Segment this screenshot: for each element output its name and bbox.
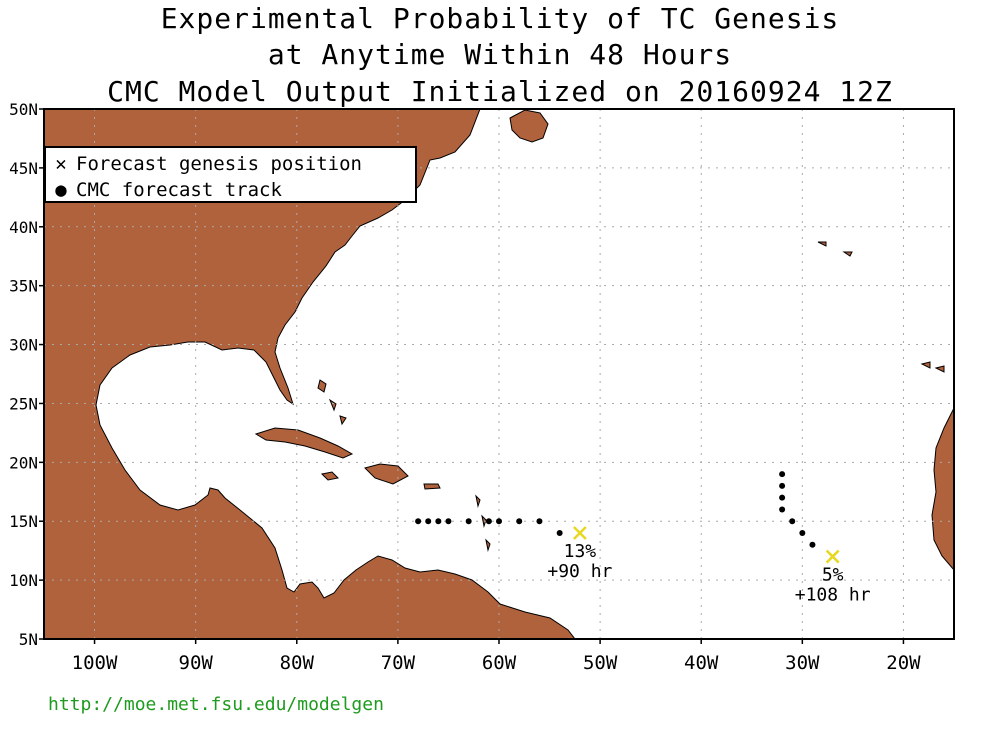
forecast-systems: 13%+90 hr 5%+108 hr — [415, 471, 871, 606]
genesis-probability-label: 13% — [564, 541, 597, 562]
track-point — [435, 518, 442, 525]
longitude-axis: 100W 90W 80W 70W 60W 50W 40W 30W 20W — [72, 639, 921, 674]
lat-tick-label: 10N — [9, 571, 38, 590]
lon-tick-label: 60W — [482, 652, 517, 674]
x-marker-icon: ✕ — [55, 153, 67, 175]
track-point — [536, 518, 543, 525]
track-point — [779, 482, 786, 489]
land-masses — [44, 109, 954, 639]
landmass-azores — [817, 241, 853, 257]
genesis-marker-stroke — [573, 526, 587, 540]
lat-tick-label: 45N — [9, 159, 38, 178]
lat-tick-label: 5N — [19, 630, 38, 649]
source-url-link[interactable]: http://moe.met.fsu.edu/modelgen — [48, 694, 384, 715]
title-line-2: at Anytime Within 48 Hours — [267, 38, 733, 71]
track-point — [445, 518, 452, 525]
lat-tick-label: 20N — [9, 453, 38, 472]
landmass-lesser-antilles — [475, 494, 491, 552]
lat-tick-label: 35N — [9, 277, 38, 296]
track-point — [799, 530, 806, 536]
legend-genesis-row: ✕ Forecast genesis position — [46, 152, 362, 176]
landmass-bahamas — [317, 379, 347, 426]
track-point — [465, 518, 472, 525]
lat-tick-label: 30N — [9, 336, 38, 355]
legend-track-row: ● CMC forecast track — [46, 178, 282, 202]
landmass-cuba — [254, 427, 354, 459]
lon-tick-label: 50W — [583, 652, 618, 674]
landmass-jamaica — [320, 471, 340, 481]
track-point — [809, 541, 816, 548]
lat-tick-label: 50N — [9, 100, 38, 119]
lon-tick-label: 30W — [785, 652, 820, 674]
track-point — [496, 518, 502, 525]
landmass-newfoundland — [509, 109, 549, 143]
landmass-north-america — [44, 109, 576, 639]
lon-tick-label: 100W — [72, 652, 118, 674]
lon-tick-label: 80W — [280, 652, 315, 674]
legend-track-label: CMC forecast track — [76, 179, 282, 201]
legend: ✕ Forecast genesis position ● CMC foreca… — [44, 146, 417, 203]
track-point — [789, 518, 796, 525]
track-point — [556, 530, 563, 536]
track-point — [779, 471, 786, 478]
genesis-probability-label: 5% — [822, 565, 844, 586]
latitude-axis: 50N 45N 40N 35N 30N 25N 20N 15N 10N 5N — [9, 100, 44, 649]
lon-tick-label: 20W — [886, 652, 921, 674]
lat-tick-label: 25N — [9, 394, 38, 413]
genesis-marker — [573, 526, 587, 540]
grid-lines — [44, 109, 954, 639]
title-line-1: Experimental Probability of TC Genesis — [160, 2, 840, 35]
lon-tick-label: 40W — [684, 652, 719, 674]
landmass-puerto-rico — [423, 483, 441, 490]
track-point — [485, 518, 492, 525]
lat-tick-label: 15N — [9, 512, 38, 531]
genesis-marker-stroke — [825, 549, 840, 564]
lon-tick-label: 70W — [381, 652, 416, 674]
landmass-africa — [931, 407, 954, 571]
track-point — [516, 518, 523, 525]
genesis-lead-time-label: +90 hr — [547, 561, 612, 582]
lat-tick-label: 40N — [9, 218, 38, 237]
genesis-marker — [825, 549, 840, 564]
landmass-canaries — [920, 361, 945, 373]
genesis-lead-time-label: +108 hr — [795, 585, 871, 606]
legend-genesis-label: Forecast genesis position — [76, 153, 362, 175]
dot-marker-icon: ● — [55, 179, 67, 201]
track-point — [779, 494, 786, 501]
track-point — [425, 518, 432, 525]
track-point — [779, 506, 786, 513]
lon-tick-label: 90W — [179, 652, 214, 674]
landmass-hispaniola — [364, 463, 409, 485]
title-line-3: CMC Model Output Initialized on 20160924… — [107, 75, 893, 108]
track-point — [415, 518, 422, 525]
